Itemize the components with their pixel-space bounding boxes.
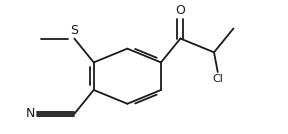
Text: N: N [26, 107, 35, 120]
Text: Cl: Cl [212, 74, 223, 84]
Text: O: O [175, 4, 185, 17]
Text: S: S [70, 24, 78, 37]
